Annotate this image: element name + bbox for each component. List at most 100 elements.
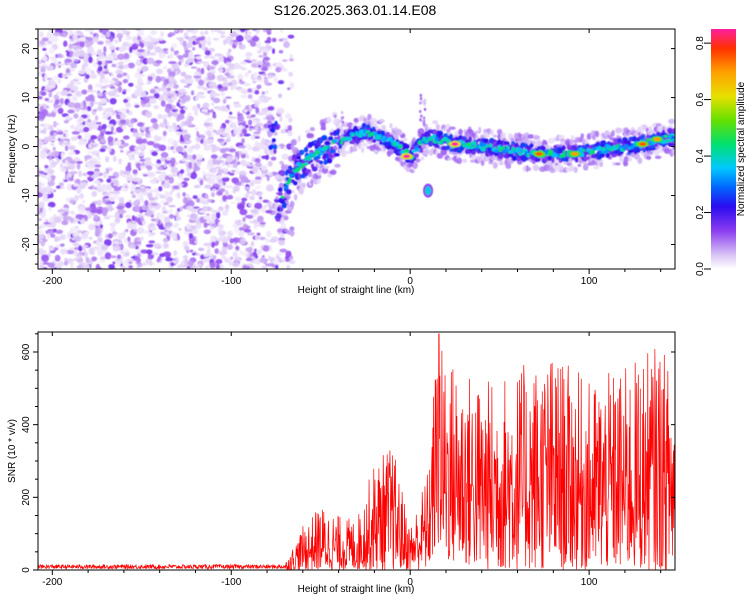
noise-speckle [193, 166, 201, 172]
noise-speckle [93, 171, 101, 177]
ridge-band [277, 192, 283, 196]
noise-speckle [99, 29, 104, 34]
ridge-core [669, 133, 675, 137]
noise-speckle [44, 97, 50, 102]
ridge-core [501, 146, 506, 150]
noise-speckle [125, 165, 132, 173]
noise-speckle [254, 176, 262, 180]
noise-speckle [254, 158, 261, 163]
ridge-band [641, 134, 646, 139]
ridge-band [561, 145, 566, 151]
noise-speckle [177, 234, 181, 241]
ridge-halo [353, 117, 360, 123]
ridge-halo [668, 118, 675, 125]
noise-speckle [69, 199, 77, 204]
noise-speckle [166, 87, 172, 92]
noise-speckle [215, 263, 220, 269]
noise-speckle [136, 82, 145, 86]
noise-speckle [216, 29, 222, 34]
noise-speckle [162, 114, 168, 119]
noise-speckle [66, 93, 73, 97]
ridge-band [270, 127, 276, 133]
ridge-band [273, 125, 279, 130]
noise-speckle [97, 72, 106, 76]
noise-speckle [172, 64, 180, 70]
noise-speckle [150, 30, 158, 35]
noise-speckle [63, 120, 69, 124]
noise-speckle [103, 216, 111, 220]
noise-speckle [200, 139, 204, 144]
noise-speckle [204, 173, 211, 177]
snr-frame [37, 331, 676, 571]
noise-speckle [211, 241, 215, 248]
noise-speckle [75, 90, 80, 96]
noise-speckle [170, 105, 177, 108]
noise-speckle [145, 244, 154, 248]
ridge-halo [420, 156, 425, 161]
noise-speckle [219, 141, 225, 146]
noise-speckle [179, 78, 186, 84]
noise-speckle [126, 74, 131, 81]
noise-speckle [146, 95, 156, 99]
noise-speckle [218, 230, 223, 236]
noise-speckle [239, 208, 248, 216]
noise-speckle [40, 91, 47, 96]
noise-speckle [184, 74, 191, 80]
ridge-halo [527, 134, 535, 139]
ridge-core [461, 140, 465, 145]
noise-speckle [72, 258, 80, 261]
ridge-band [329, 149, 336, 154]
noise-speckle [182, 197, 188, 205]
ridge-halo [375, 140, 381, 147]
ridge-band [404, 143, 410, 149]
noise-speckle [147, 134, 152, 138]
noise-speckle [138, 90, 147, 98]
noise-speckle [254, 185, 262, 190]
noise-speckle [103, 239, 112, 247]
noise-speckle [153, 86, 159, 90]
noise-speckle [209, 90, 217, 98]
ridge-halo [469, 159, 477, 163]
noise-speckle [123, 170, 131, 175]
noise-speckle [67, 101, 76, 108]
noise-speckle [281, 153, 289, 160]
spike-speckle [422, 99, 425, 103]
noise-speckle [243, 228, 252, 233]
noise-speckle [217, 67, 224, 73]
noise-speckle [241, 182, 245, 187]
ridge-band [432, 129, 437, 135]
noise-speckle [210, 144, 217, 148]
ridge-band [285, 189, 292, 195]
ridge-band [317, 142, 321, 147]
ridge-core [334, 138, 339, 142]
noise-speckle [109, 97, 117, 105]
noise-speckle [271, 37, 277, 43]
noise-speckle [247, 246, 253, 254]
ridge-band [274, 120, 278, 127]
noise-speckle [82, 106, 88, 111]
noise-speckle [171, 42, 178, 49]
spike-speckle [340, 111, 344, 115]
noise-speckle [211, 60, 219, 65]
noise-speckle [107, 233, 113, 239]
noise-speckle [64, 159, 69, 165]
noise-speckle [146, 165, 153, 171]
ridge-halo [573, 166, 578, 173]
noise-speckle [145, 160, 152, 166]
noise-speckle [220, 175, 229, 178]
noise-speckle [114, 29, 123, 33]
noise-speckle [148, 197, 156, 202]
ridge-halo [496, 129, 503, 135]
ridge-halo [310, 179, 314, 185]
noise-speckle [127, 152, 134, 157]
noise-speckle [125, 35, 131, 42]
noise-speckle [248, 119, 253, 126]
noise-speckle [152, 74, 157, 80]
noise-speckle [173, 52, 178, 56]
ridge-band [443, 133, 448, 137]
noise-speckle [125, 202, 132, 209]
noise-speckle [105, 40, 112, 44]
noise-speckle [112, 155, 117, 162]
ridge-band [303, 146, 309, 153]
noise-speckle [95, 121, 102, 125]
